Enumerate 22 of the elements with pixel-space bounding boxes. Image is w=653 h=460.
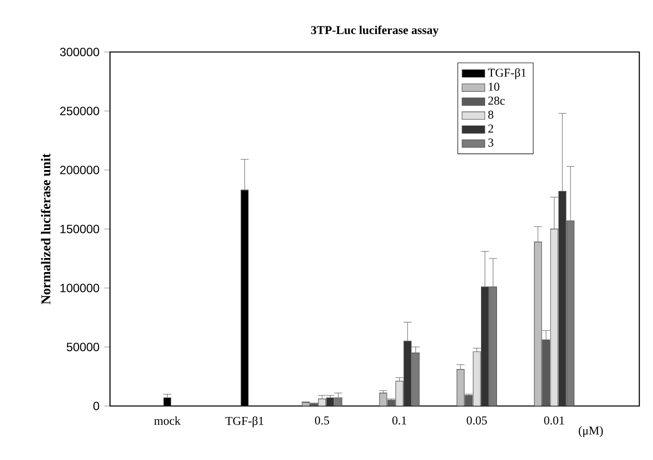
y-tick-label: 250000 (60, 106, 100, 116)
legend-label: TGF-β1 (488, 68, 526, 80)
y-tick-label: 200000 (60, 166, 100, 174)
y-tick-label: 50000 (66, 342, 100, 352)
chart-title: 3TP-Luc luciferase assay (311, 26, 439, 37)
legend-label: 8 (488, 110, 494, 119)
y-tick-label: 150000 (60, 224, 100, 234)
legend-label: 28c (488, 96, 505, 105)
legend-label: 3 (488, 138, 494, 147)
x-tick-label: 0.01 (544, 416, 564, 425)
y-tick-label: 0 (93, 402, 100, 410)
x-tick-label: TGF-β1 (225, 416, 264, 428)
y-tick-label: 300000 (60, 48, 100, 56)
x-tick-label: 0.1 (392, 416, 406, 425)
legend-label: 10 (488, 82, 500, 91)
legend-label: 2 (488, 124, 494, 133)
y-tick-label: 100000 (60, 284, 100, 292)
x-tick-label: 0.05 (466, 416, 487, 425)
x-tick-label: mock (154, 416, 181, 425)
y-axis-title: Normalized luciferase unit (40, 154, 50, 304)
x-tick-label: 0.5 (315, 416, 330, 425)
x-axis-title: (μM) (578, 426, 603, 438)
